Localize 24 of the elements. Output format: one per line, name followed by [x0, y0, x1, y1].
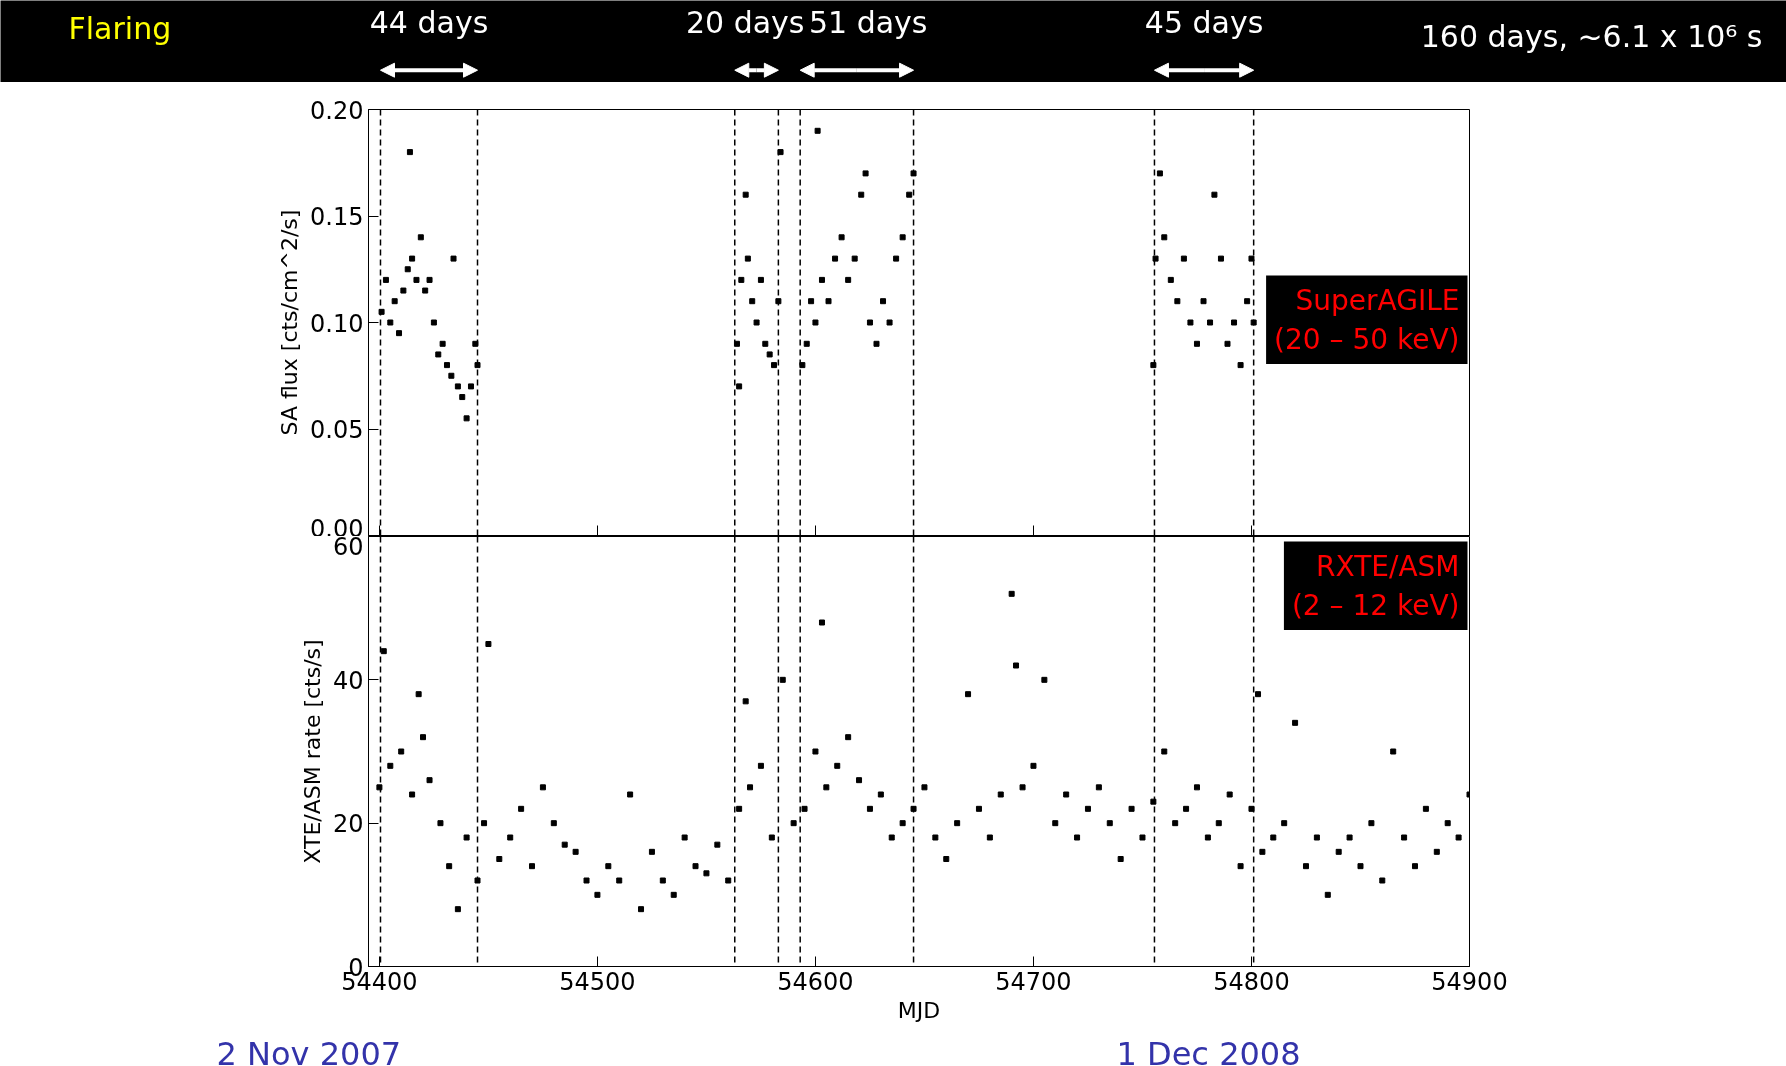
- y-tick-label: 0.10: [310, 309, 364, 338]
- x-tick-label: 54700: [995, 967, 1072, 996]
- x-axis-title: MJD: [897, 997, 941, 1023]
- text: 2 Nov 2007: [216, 1034, 402, 1066]
- x-tick-label: 54900: [1431, 967, 1508, 996]
- text: Flaring: [68, 10, 172, 46]
- text: 1 Dec 2008: [1116, 1034, 1301, 1066]
- y-tick-label: 20: [332, 810, 364, 839]
- text: 20 days: [685, 4, 805, 40]
- x-tick-label: 54800: [1213, 967, 1290, 996]
- text: 51 days: [808, 4, 928, 40]
- y-tick-label: 0.20: [310, 96, 364, 125]
- text: 160 days, ~6.1 x 10⁶ s: [1420, 18, 1763, 54]
- y-axis-title: SA flux [cts/cm^2/s]: [277, 209, 303, 436]
- y-tick-label: 0.05: [310, 416, 364, 444]
- text: 45 days: [1144, 4, 1264, 40]
- annotation: RXTE/ASM (2 – 12 keV): [1291, 549, 1460, 623]
- x-tick-label: 54500: [559, 967, 636, 996]
- annotation: SuperAGILE (20 – 50 keV): [1274, 283, 1460, 357]
- y-tick-label: 40: [332, 666, 364, 695]
- text: 44 days: [369, 4, 489, 40]
- y-tick-label: 0.15: [310, 203, 364, 231]
- y-axis-title: XTE/ASM rate [cts/s]: [299, 639, 325, 864]
- x-tick-label: 54600: [777, 967, 854, 996]
